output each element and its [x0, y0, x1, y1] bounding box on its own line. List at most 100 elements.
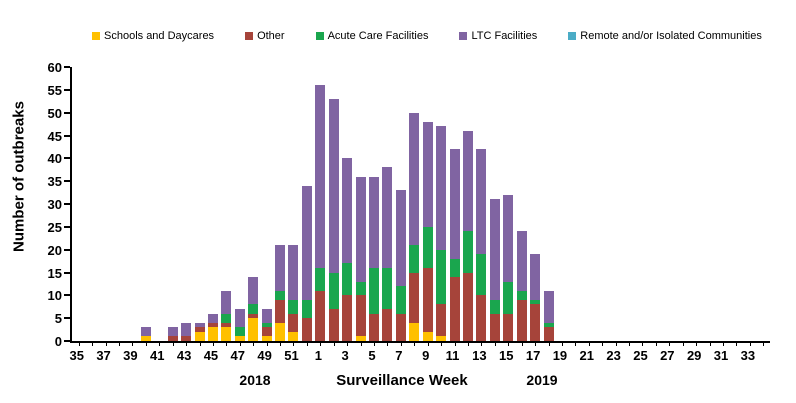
y-tick-label: 25	[47, 219, 62, 235]
x-tick	[374, 341, 376, 346]
year-label-2019: 2019	[526, 372, 558, 388]
x-tick-label: 23	[606, 348, 621, 363]
bar-segment	[422, 121, 433, 227]
legend-item: Other	[245, 30, 285, 42]
x-tick	[414, 341, 416, 346]
bar-segment	[248, 304, 259, 314]
x-tick	[696, 341, 698, 346]
bar-segment	[382, 309, 393, 341]
bar-segment	[436, 249, 447, 305]
y-tick	[64, 66, 70, 68]
x-tick	[723, 341, 725, 346]
x-tick	[172, 341, 174, 346]
bar-segment	[355, 281, 366, 296]
legend-item: Acute Care Facilities	[315, 30, 429, 42]
bar-segment	[503, 281, 514, 314]
x-tick-label: 29	[686, 348, 702, 363]
x-tick	[682, 341, 684, 346]
x-tick	[481, 341, 483, 346]
bar-segment	[181, 322, 192, 337]
y-tick	[64, 203, 70, 205]
bar-segment	[395, 190, 406, 287]
y-tick	[64, 157, 70, 160]
x-tick	[186, 341, 188, 346]
bar-segment	[261, 327, 272, 337]
x-tick-label: 35	[69, 348, 84, 363]
bar-segment	[543, 290, 554, 323]
bar-segment	[409, 112, 420, 246]
x-tick	[212, 341, 214, 346]
bar-segment	[503, 194, 514, 282]
bar-segment	[422, 226, 433, 268]
bar-segment	[382, 267, 393, 310]
y-tick	[64, 88, 70, 91]
x-tick-label: 33	[740, 348, 756, 363]
x-tick	[494, 341, 496, 346]
bar-segment	[342, 295, 353, 341]
bar-segment	[301, 185, 312, 300]
legend-swatch	[92, 32, 100, 40]
year-label-2018: 2018	[239, 372, 271, 388]
x-tick	[427, 341, 429, 346]
bar-segment	[275, 245, 286, 291]
y-tick-label: 15	[47, 265, 62, 281]
legend-label: LTC Facilities	[471, 30, 538, 42]
legend-label: Remote and/or Isolated Communities	[580, 30, 762, 42]
bar-segment	[315, 267, 326, 291]
bar-segment	[516, 290, 527, 300]
x-tick-label: 13	[472, 348, 487, 363]
x-tick	[521, 341, 523, 346]
x-tick-label: 25	[633, 348, 648, 363]
bar-segment	[422, 331, 433, 341]
bar-segment	[288, 245, 299, 300]
legend-swatch	[459, 32, 468, 40]
bar-segment	[301, 299, 312, 319]
bar-segment	[275, 299, 286, 323]
bar-segment	[207, 327, 218, 341]
bar-segment	[315, 290, 326, 341]
bar-segment	[140, 327, 151, 337]
bar-segment	[369, 313, 380, 341]
x-tick-label: 27	[660, 348, 675, 363]
bar-segment	[221, 313, 232, 323]
bar-segment	[449, 149, 460, 259]
bar-segment	[288, 331, 299, 341]
bar-segment	[436, 304, 447, 337]
x-tick-label: 37	[96, 348, 111, 363]
y-tick	[64, 294, 70, 297]
y-tick-label: 60	[47, 60, 62, 75]
x-tick	[226, 341, 228, 346]
bar-segment	[194, 331, 205, 341]
bar-segment	[530, 299, 541, 305]
x-tick-label: 31	[713, 348, 729, 363]
bar-segment	[395, 313, 406, 341]
bar-segment	[409, 245, 420, 273]
bar-segment	[167, 336, 178, 341]
bar-segment	[140, 336, 151, 341]
bar-segment	[489, 199, 500, 300]
legend: Schools and Daycares Other Acute Care Faci…	[92, 30, 762, 42]
x-tick	[602, 341, 604, 346]
x-tick	[642, 341, 644, 346]
bar-segment	[409, 322, 420, 341]
legend-label: Other	[257, 30, 285, 42]
x-tick-label: 9	[422, 348, 430, 363]
x-tick	[253, 341, 255, 346]
bar-segment	[234, 327, 245, 337]
bar-segment	[449, 258, 460, 278]
bar-segment	[288, 299, 299, 314]
bar-segment	[301, 318, 312, 341]
legend-label: Acute Care Facilities	[327, 30, 429, 42]
plot-area	[70, 67, 770, 346]
legend-swatch	[315, 32, 324, 40]
bar-segment	[315, 85, 326, 268]
x-tick-label: 49	[257, 348, 272, 363]
bar-segment	[476, 295, 487, 341]
bar-segment	[288, 313, 299, 332]
x-tick	[454, 341, 456, 346]
y-tick-label: 10	[47, 288, 62, 304]
bar-segment	[422, 267, 433, 332]
y-tick	[64, 271, 70, 274]
x-tick-label: 21	[579, 348, 595, 363]
bar-segment	[369, 267, 380, 314]
